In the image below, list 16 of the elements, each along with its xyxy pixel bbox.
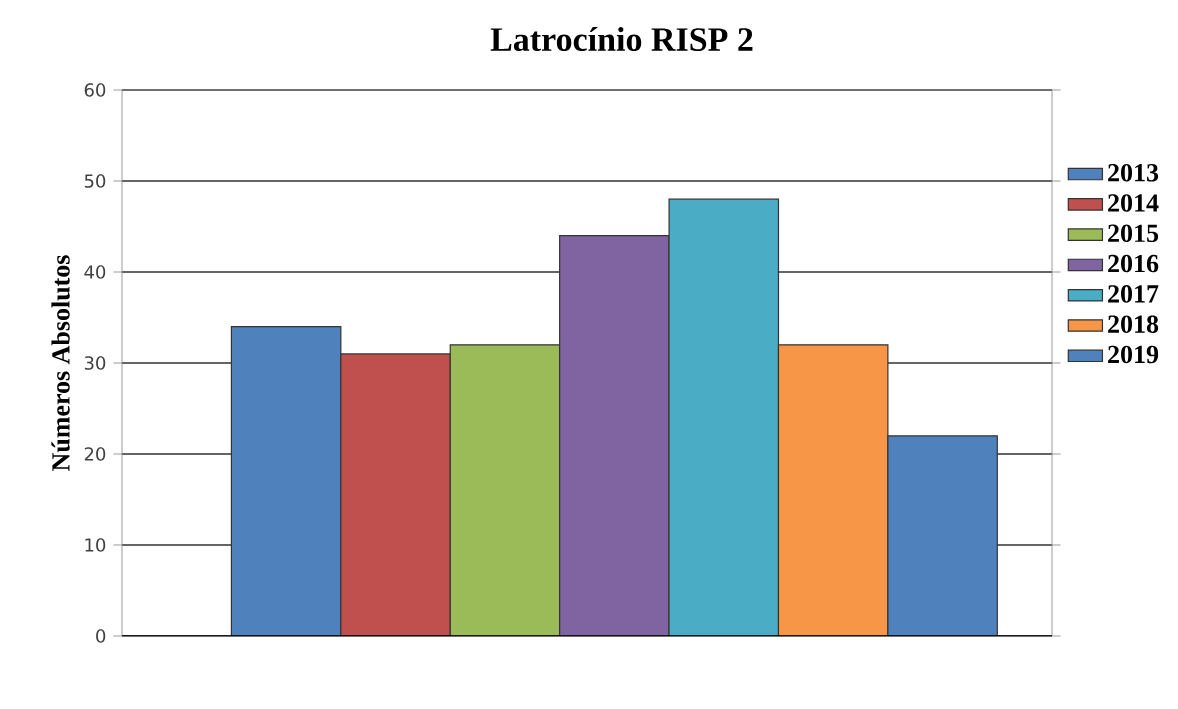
legend-label: 2016 bbox=[1108, 254, 1159, 273]
legend-label: 2013 bbox=[1108, 163, 1159, 182]
legend-label: 2018 bbox=[1108, 315, 1159, 333]
y-tick-label: 10 bbox=[85, 538, 106, 552]
y-tick-label: 0 bbox=[96, 629, 106, 643]
chart-title: Latrocínio RISP 2 bbox=[490, 27, 753, 51]
legend-label: 2014 bbox=[1108, 194, 1159, 212]
legend-label: 2017 bbox=[1108, 285, 1159, 303]
legend-label: 2019 bbox=[1108, 345, 1159, 364]
y-tick-label: 20 bbox=[84, 447, 106, 461]
y-tick-label: 30 bbox=[84, 356, 106, 370]
legend-label: 2015 bbox=[1108, 224, 1159, 243]
y-tick-label: 60 bbox=[84, 83, 106, 97]
y-tick-label: 50 bbox=[84, 174, 106, 188]
y-axis-title: Números Absolutos bbox=[51, 255, 70, 471]
y-tick-label: 40 bbox=[84, 265, 106, 279]
